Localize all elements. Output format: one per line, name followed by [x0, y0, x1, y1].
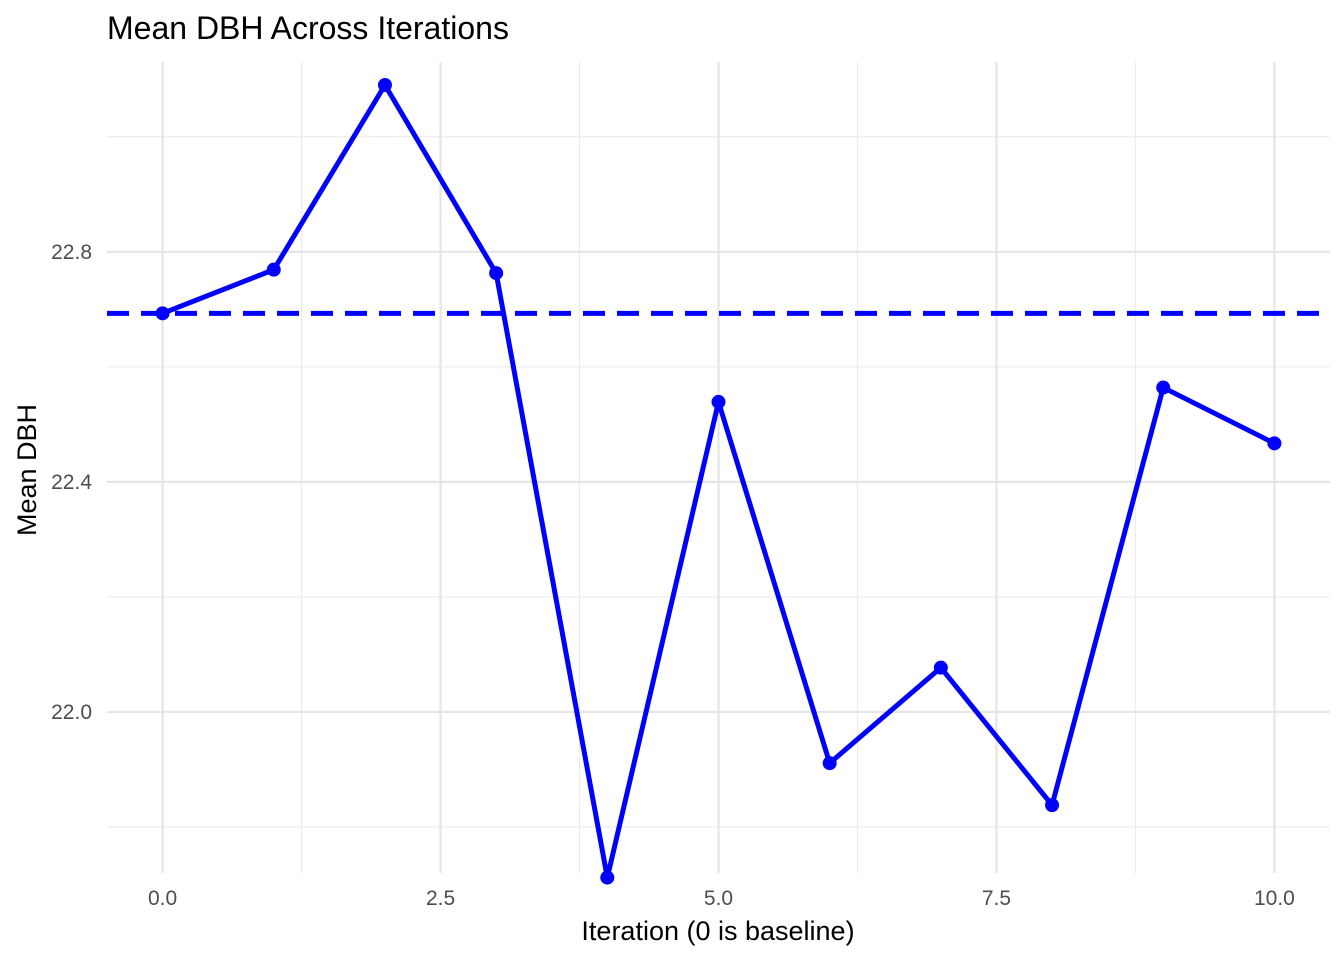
- chart-title: Mean DBH Across Iterations: [107, 10, 509, 46]
- x-tick-label: 5.0: [704, 887, 733, 910]
- data-point: [1156, 380, 1171, 395]
- data-point: [711, 394, 726, 409]
- x-axis-title: Iteration (0 is baseline): [581, 916, 854, 946]
- data-point: [1045, 798, 1060, 813]
- y-tick-label: 22.8: [51, 241, 92, 264]
- y-axis-ticks: 22.0 22.4 22.8: [51, 241, 92, 724]
- data-point: [489, 266, 504, 281]
- data-point: [266, 262, 281, 277]
- y-axis-title: Mean DBH: [12, 404, 42, 536]
- y-tick-label: 22.4: [51, 471, 92, 494]
- data-point: [1267, 436, 1282, 451]
- data-point: [155, 306, 170, 321]
- data-point: [933, 660, 948, 675]
- y-tick-label: 22.0: [51, 701, 92, 724]
- x-tick-label: 2.5: [426, 887, 455, 910]
- x-axis-ticks: 0.0 2.5 5.0 7.5 10.0: [148, 887, 1295, 910]
- x-tick-label: 7.5: [982, 887, 1011, 910]
- data-point: [600, 870, 615, 885]
- data-point: [377, 78, 392, 93]
- x-tick-label: 0.0: [148, 887, 177, 910]
- x-tick-label: 10.0: [1254, 887, 1295, 910]
- data-point: [822, 756, 837, 771]
- grid: [107, 62, 1330, 873]
- series-layer: [155, 78, 1282, 885]
